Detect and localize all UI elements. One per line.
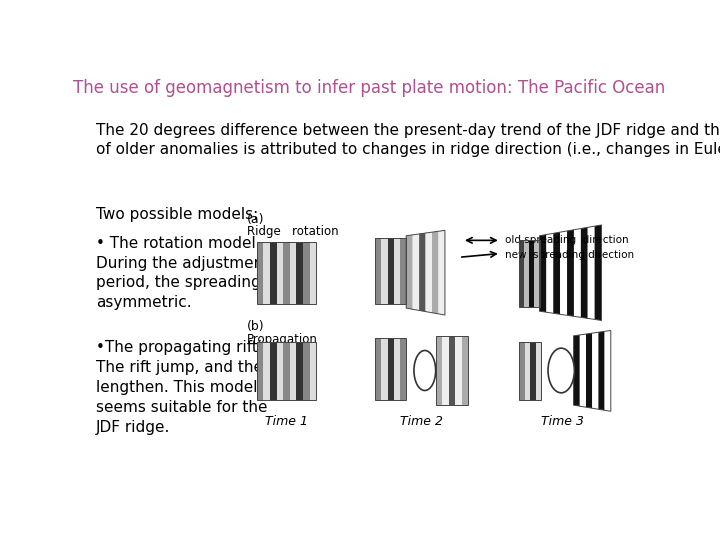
Polygon shape xyxy=(536,342,541,400)
Text: (a): (a) xyxy=(246,213,264,226)
Polygon shape xyxy=(310,242,316,303)
Polygon shape xyxy=(567,230,574,316)
Polygon shape xyxy=(524,240,529,307)
Polygon shape xyxy=(593,332,598,409)
Polygon shape xyxy=(256,342,264,400)
Polygon shape xyxy=(264,342,270,400)
Polygon shape xyxy=(406,235,413,309)
Polygon shape xyxy=(394,238,400,303)
Polygon shape xyxy=(574,228,581,318)
Polygon shape xyxy=(297,242,303,303)
Text: Ridge   rotation: Ridge rotation xyxy=(246,225,338,238)
Polygon shape xyxy=(553,232,560,314)
Polygon shape xyxy=(419,233,426,312)
Polygon shape xyxy=(387,338,394,400)
Polygon shape xyxy=(297,342,303,400)
Polygon shape xyxy=(283,242,289,303)
Polygon shape xyxy=(560,231,567,315)
Polygon shape xyxy=(598,332,605,410)
Polygon shape xyxy=(382,338,387,400)
Polygon shape xyxy=(586,333,593,408)
Polygon shape xyxy=(595,225,601,320)
Polygon shape xyxy=(436,336,442,405)
Polygon shape xyxy=(605,330,611,411)
Polygon shape xyxy=(400,338,406,400)
Polygon shape xyxy=(449,336,455,405)
Ellipse shape xyxy=(548,348,575,393)
Text: • The rotation model.
During the adjustment
period, the spreading is
asymmetric.: • The rotation model. During the adjustm… xyxy=(96,236,278,310)
Polygon shape xyxy=(413,234,419,310)
Ellipse shape xyxy=(414,350,436,390)
Polygon shape xyxy=(289,242,297,303)
Text: Time 2: Time 2 xyxy=(400,415,444,428)
Text: old spreading  direction: old spreading direction xyxy=(505,235,629,245)
Text: Time 1: Time 1 xyxy=(264,415,307,428)
Polygon shape xyxy=(580,334,586,407)
Text: Two possible models:: Two possible models: xyxy=(96,207,258,222)
Polygon shape xyxy=(289,342,297,400)
Text: Time 3: Time 3 xyxy=(541,415,584,428)
Polygon shape xyxy=(400,238,406,303)
Polygon shape xyxy=(462,336,468,405)
Polygon shape xyxy=(270,342,276,400)
Polygon shape xyxy=(534,240,539,307)
Polygon shape xyxy=(546,233,553,313)
Polygon shape xyxy=(519,342,525,400)
Polygon shape xyxy=(519,240,524,307)
Polygon shape xyxy=(426,232,432,313)
Polygon shape xyxy=(588,226,595,320)
Polygon shape xyxy=(529,240,534,307)
Polygon shape xyxy=(574,335,580,406)
Polygon shape xyxy=(432,231,438,314)
Polygon shape xyxy=(264,242,270,303)
Polygon shape xyxy=(382,238,387,303)
Polygon shape xyxy=(303,242,310,303)
Polygon shape xyxy=(387,238,394,303)
Polygon shape xyxy=(276,242,283,303)
Polygon shape xyxy=(581,227,588,319)
Text: The use of geomagnetism to infer past plate motion: The Pacific Ocean: The use of geomagnetism to infer past pl… xyxy=(73,79,665,97)
Polygon shape xyxy=(310,342,316,400)
Polygon shape xyxy=(438,231,445,315)
Polygon shape xyxy=(270,242,276,303)
Text: The 20 degrees difference between the present-day trend of the JDF ridge and the: The 20 degrees difference between the pr… xyxy=(96,123,720,157)
Text: (b): (b) xyxy=(246,320,264,333)
Polygon shape xyxy=(283,342,289,400)
Polygon shape xyxy=(442,336,449,405)
Text: new  spreading direction: new spreading direction xyxy=(505,250,634,260)
Polygon shape xyxy=(375,338,382,400)
Polygon shape xyxy=(276,342,283,400)
Polygon shape xyxy=(530,342,536,400)
Text: Propagation: Propagation xyxy=(246,333,318,346)
Polygon shape xyxy=(303,342,310,400)
Text: •The propagating rifting.
The rift jump, and then
lengthen. This model
seems sui: •The propagating rifting. The rift jump,… xyxy=(96,340,287,435)
Polygon shape xyxy=(394,338,400,400)
Polygon shape xyxy=(375,238,382,303)
Polygon shape xyxy=(455,336,462,405)
Polygon shape xyxy=(539,234,546,312)
Polygon shape xyxy=(256,242,264,303)
Polygon shape xyxy=(525,342,530,400)
